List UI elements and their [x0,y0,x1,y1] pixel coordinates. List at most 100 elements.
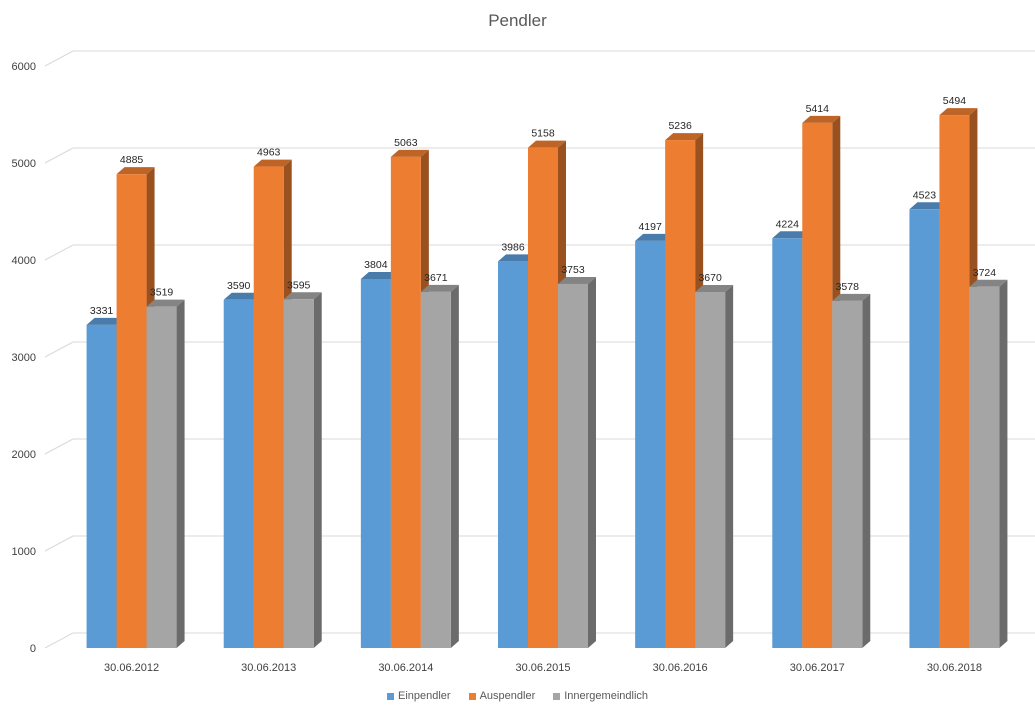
bar-top-Auspendler-30.06.2014 [390,149,429,157]
bar-Innergemeindlich-30.06.2013 [283,299,314,648]
chart-legend: Einpendler Auspendler Innergemeindlich [0,690,1035,702]
bar-top-Auspendler-30.06.2015 [528,140,566,148]
x-tick-label-30.06.2013: 30.06.2013 [241,662,296,674]
bar-Innergemeindlich-30.06.2014 [420,291,451,648]
gridline-diag-1000 [44,535,74,552]
gridline-diag-0 [44,632,74,649]
data-label-Auspendler-30.06.2016: 5236 [668,120,692,132]
chart-title: Pendler [488,11,547,30]
bar-Auspendler-30.06.2014 [390,156,421,648]
bar-side-Innergemeindlich-30.06.2012 [176,299,185,648]
gridline-diag-5000 [44,147,74,164]
bar-Innergemeindlich-30.06.2016 [695,292,726,648]
bar-top-Einpendler-30.06.2018 [909,202,948,210]
x-tick-label-30.06.2014: 30.06.2014 [378,662,433,674]
y-tick-label-2000: 2000 [12,449,36,461]
bar-top-Auspendler-30.06.2013 [253,159,292,167]
bar-side-Innergemeindlich-30.06.2018 [999,279,1008,648]
y-tick-label-1000: 1000 [12,546,36,558]
bar-side-Innergemeindlich-30.06.2017 [862,293,871,648]
bar-Auspendler-30.06.2012 [116,174,147,648]
data-label-Einpendler-30.06.2015: 3986 [501,241,525,253]
bar-Auspendler-30.06.2017 [802,122,833,649]
y-tick-label-0: 0 [30,643,36,655]
legend-label-innergemeindlich: Innergemeindlich [564,690,649,702]
legend-swatch-auspendler [468,692,476,700]
data-label-Innergemeindlich-30.06.2015: 3753 [561,264,585,276]
bar-top-Innergemeindlich-30.06.2013 [283,292,322,300]
gridline-diag-2000 [44,438,74,455]
bar-top-Innergemeindlich-30.06.2017 [832,293,871,301]
data-label-Auspendler-30.06.2014: 5063 [394,137,418,149]
bar-Auspendler-30.06.2018 [939,115,970,648]
data-label-Einpendler-30.06.2014: 3804 [364,259,388,271]
bar-top-Auspendler-30.06.2016 [665,133,704,141]
x-tick-label-30.06.2018: 30.06.2018 [927,662,982,674]
bar-Einpendler-30.06.2016 [635,240,666,649]
data-label-Einpendler-30.06.2013: 3590 [227,280,251,292]
data-label-Innergemeindlich-30.06.2012: 3519 [150,287,174,299]
x-tick-label-30.06.2017: 30.06.2017 [790,662,845,674]
bar-top-Einpendler-30.06.2015 [498,254,536,262]
bar-Auspendler-30.06.2013 [253,166,284,649]
data-label-Innergemeindlich-30.06.2018: 3724 [973,267,997,279]
legend-item-einpendler: Einpendler [386,690,451,702]
data-label-Einpendler-30.06.2018: 4523 [913,189,937,201]
x-tick-label-30.06.2015: 30.06.2015 [515,662,570,674]
data-label-Innergemeindlich-30.06.2014: 3671 [424,272,448,284]
bar-top-Einpendler-30.06.2014 [360,272,399,280]
gridline-diag-6000 [44,50,74,67]
data-label-Einpendler-30.06.2017: 4224 [776,218,800,230]
x-tick-label-30.06.2012: 30.06.2012 [104,662,159,674]
bar-Einpendler-30.06.2017 [772,238,803,648]
bar-Innergemeindlich-30.06.2015 [558,283,588,648]
bar-top-Innergemeindlich-30.06.2016 [695,285,734,293]
bar-top-Innergemeindlich-30.06.2012 [146,299,185,307]
bar-Innergemeindlich-30.06.2018 [969,286,1000,648]
bar-Einpendler-30.06.2014 [360,279,391,648]
bar-Innergemeindlich-30.06.2017 [832,300,863,648]
data-label-Einpendler-30.06.2012: 3331 [90,305,114,317]
bar-top-Einpendler-30.06.2012 [86,317,125,325]
bar-side-Innergemeindlich-30.06.2016 [725,285,734,648]
data-label-Innergemeindlich-30.06.2016: 3670 [698,272,722,284]
bar-side-Innergemeindlich-30.06.2015 [588,276,596,648]
bar-top-Auspendler-30.06.2012 [116,167,155,175]
data-label-Einpendler-30.06.2016: 4197 [638,221,662,233]
data-label-Innergemeindlich-30.06.2017: 3578 [836,281,860,293]
data-label-Auspendler-30.06.2012: 4885 [120,154,144,166]
bar-top-Auspendler-30.06.2017 [802,115,841,123]
bar-top-Innergemeindlich-30.06.2015 [558,276,596,284]
y-tick-label-3000: 3000 [12,352,36,364]
gridline-diag-4000 [44,244,74,261]
bar-Einpendler-30.06.2012 [86,324,117,648]
bar-Einpendler-30.06.2015 [498,261,528,648]
bar-Innergemeindlich-30.06.2012 [146,306,177,648]
data-label-Auspendler-30.06.2018: 5494 [943,95,967,107]
legend-label-auspendler: Auspendler [479,690,536,702]
bar-side-Innergemeindlich-30.06.2014 [450,284,459,648]
legend-label-einpendler: Einpendler [397,690,451,702]
gridline-diag-3000 [44,341,74,358]
bar-top-Innergemeindlich-30.06.2018 [969,279,1008,287]
bar-top-Einpendler-30.06.2016 [635,233,674,241]
legend-item-auspendler: Auspendler [468,690,536,702]
y-tick-label-5000: 5000 [12,158,36,170]
bar-Auspendler-30.06.2015 [528,147,558,648]
bar-Einpendler-30.06.2013 [223,299,254,648]
legend-item-innergemeindlich: Innergemeindlich [553,690,648,702]
bar-top-Einpendler-30.06.2013 [223,292,262,300]
bar-top-Auspendler-30.06.2018 [939,108,978,116]
data-label-Auspendler-30.06.2013: 4963 [257,147,281,159]
x-tick-label-30.06.2016: 30.06.2016 [653,662,708,674]
y-tick-label-6000: 6000 [12,61,36,73]
bar-side-Innergemeindlich-30.06.2013 [313,292,322,648]
bar-Auspendler-30.06.2016 [665,140,696,648]
y-tick-label-4000: 4000 [12,255,36,267]
legend-swatch-innergemeindlich [553,692,561,700]
bar-top-Innergemeindlich-30.06.2014 [420,284,459,292]
legend-swatch-einpendler [386,692,394,700]
data-label-Innergemeindlich-30.06.2013: 3595 [287,279,311,291]
